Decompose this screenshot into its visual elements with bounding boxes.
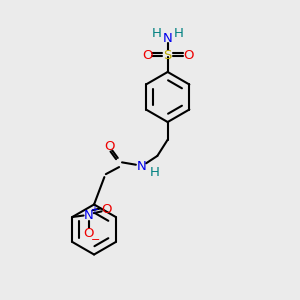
- Text: N: N: [136, 160, 146, 173]
- Text: N: N: [84, 209, 94, 222]
- Text: O: O: [102, 202, 112, 215]
- Text: −: −: [91, 235, 101, 245]
- Text: H: H: [152, 27, 161, 40]
- Text: O: O: [183, 49, 194, 62]
- Text: N: N: [163, 32, 172, 45]
- Text: O: O: [104, 140, 115, 153]
- Text: O: O: [142, 49, 152, 62]
- Text: O: O: [83, 227, 94, 240]
- Text: +: +: [90, 205, 98, 215]
- Text: S: S: [164, 49, 172, 62]
- Text: H: H: [149, 166, 159, 178]
- Text: H: H: [174, 27, 184, 40]
